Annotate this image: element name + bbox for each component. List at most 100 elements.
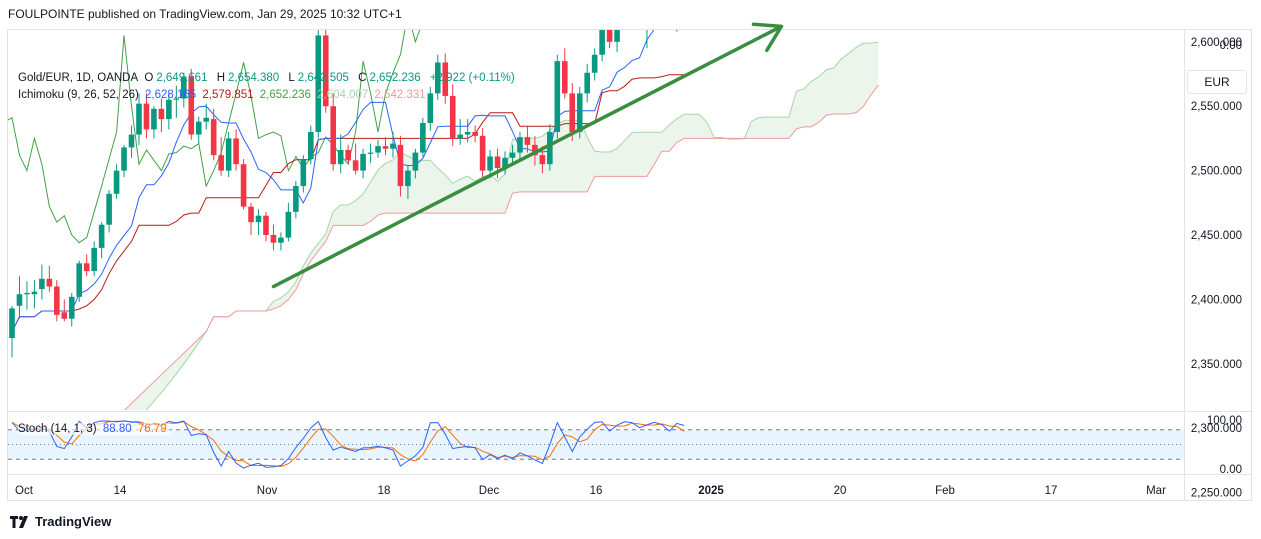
base-line	[11, 74, 685, 332]
trendline-arrow	[271, 22, 784, 289]
candle	[569, 83, 576, 141]
price-tick-label: 2,550.000	[1191, 101, 1242, 113]
candle-body	[667, 0, 673, 10]
ichimoku-name[interactable]: Ichimoku (9, 26, 52, 26)	[18, 89, 139, 101]
stoch-k-value: 88.80	[102, 423, 132, 435]
candle-body	[337, 150, 344, 165]
candle-body	[68, 296, 75, 319]
candle	[420, 117, 426, 157]
candle	[622, 0, 628, 29]
candle-body	[487, 156, 493, 171]
time-tick-label: Dec	[479, 485, 500, 497]
candle	[210, 108, 217, 161]
price-tick-label: 2,500.000	[1191, 166, 1242, 178]
candle-body	[629, 0, 635, 1]
candle-body	[113, 170, 120, 194]
candle-body	[352, 160, 359, 171]
stoch-name[interactable]: Stoch (14, 1, 3)	[18, 423, 97, 435]
high-value: 2,654.380	[228, 72, 280, 84]
time-tick-label: 2025	[698, 485, 724, 497]
candle	[16, 276, 23, 319]
axes: 0.002,650.0002,600.0002,550.0002,500.000…	[15, 37, 1242, 500]
candle	[442, 53, 449, 104]
candle-body	[412, 152, 419, 171]
stoch-k-line	[11, 420, 685, 469]
candle-body	[539, 155, 546, 165]
candle-body	[54, 286, 60, 315]
candle	[248, 202, 254, 235]
candle-body	[644, 0, 650, 8]
conversion-value: 2,628.165	[145, 89, 197, 101]
lagging-value: 2,652.236	[259, 89, 311, 101]
brand-name: TradingView	[35, 514, 112, 529]
candle-body	[315, 35, 322, 132]
candle-body	[143, 103, 150, 130]
time-tick-label: Oct	[15, 485, 34, 497]
candlesticks	[9, 0, 678, 358]
candle	[203, 103, 210, 130]
candle	[195, 116, 202, 144]
candle-body	[591, 54, 598, 73]
change-value: +2.922 (+0.11%)	[429, 72, 515, 84]
candle	[106, 189, 112, 233]
candle-body	[225, 138, 232, 171]
candle-body	[136, 103, 142, 135]
candle-body	[472, 131, 478, 136]
candle-body	[569, 93, 576, 132]
candle-body	[561, 61, 568, 94]
candle-body	[457, 134, 463, 139]
symbol-label[interactable]: Gold/EUR, 1D, OANDA	[18, 72, 139, 84]
candle-body	[449, 95, 456, 139]
candle-body	[128, 134, 135, 148]
candle	[434, 54, 441, 100]
candle	[457, 119, 463, 145]
currency-button[interactable]: EUR	[1187, 70, 1247, 94]
price-tick-label: 0.00	[1220, 40, 1242, 52]
candle-body	[24, 292, 30, 295]
candle-body	[599, 30, 605, 55]
candle-body	[61, 312, 68, 319]
candle	[24, 281, 30, 310]
pane-separator[interactable]	[8, 411, 1251, 412]
candle-body	[397, 144, 404, 187]
candle	[322, 30, 329, 113]
candle	[591, 48, 598, 81]
candle-body	[203, 117, 210, 122]
ichimoku-legend[interactable]: Ichimoku (9, 26, 52, 26) 2,628.165 2,579…	[18, 89, 429, 101]
candle	[599, 30, 605, 62]
close-label: C	[358, 72, 367, 84]
candle	[315, 30, 322, 139]
main-legend[interactable]: Gold/EUR, 1D, OANDA O 2,649.661 H 2,654.38…	[18, 72, 518, 84]
candle	[517, 131, 523, 160]
candle	[285, 202, 292, 242]
candle-body	[308, 131, 314, 160]
time-tick-label: 14	[114, 485, 127, 497]
candle	[173, 85, 180, 118]
candle-body	[106, 193, 112, 225]
candle-body	[547, 131, 553, 165]
tradingview-brand[interactable]: TradingView	[10, 514, 111, 529]
candle	[98, 222, 105, 259]
candle-body	[181, 76, 187, 99]
candle	[382, 137, 389, 156]
candle	[31, 280, 38, 309]
candle	[464, 119, 471, 143]
candle-body	[248, 206, 254, 223]
candle-body	[83, 263, 90, 272]
candle	[76, 260, 83, 302]
candle-body	[382, 146, 389, 149]
candle-body	[173, 98, 180, 100]
leading-span-a-line	[145, 41, 879, 410]
candle	[293, 180, 299, 219]
time-tick-label: Feb	[935, 485, 955, 497]
candle	[113, 164, 120, 199]
time-tick-label: 20	[834, 485, 847, 497]
stoch-legend[interactable]: Stoch (14, 1, 3) 88.80 76.79	[18, 423, 170, 435]
candle	[300, 155, 307, 193]
candle	[61, 299, 68, 322]
candle-body	[91, 247, 97, 272]
candle	[637, 0, 643, 16]
leading-span-b-line	[123, 84, 879, 410]
candle-body	[195, 121, 202, 135]
